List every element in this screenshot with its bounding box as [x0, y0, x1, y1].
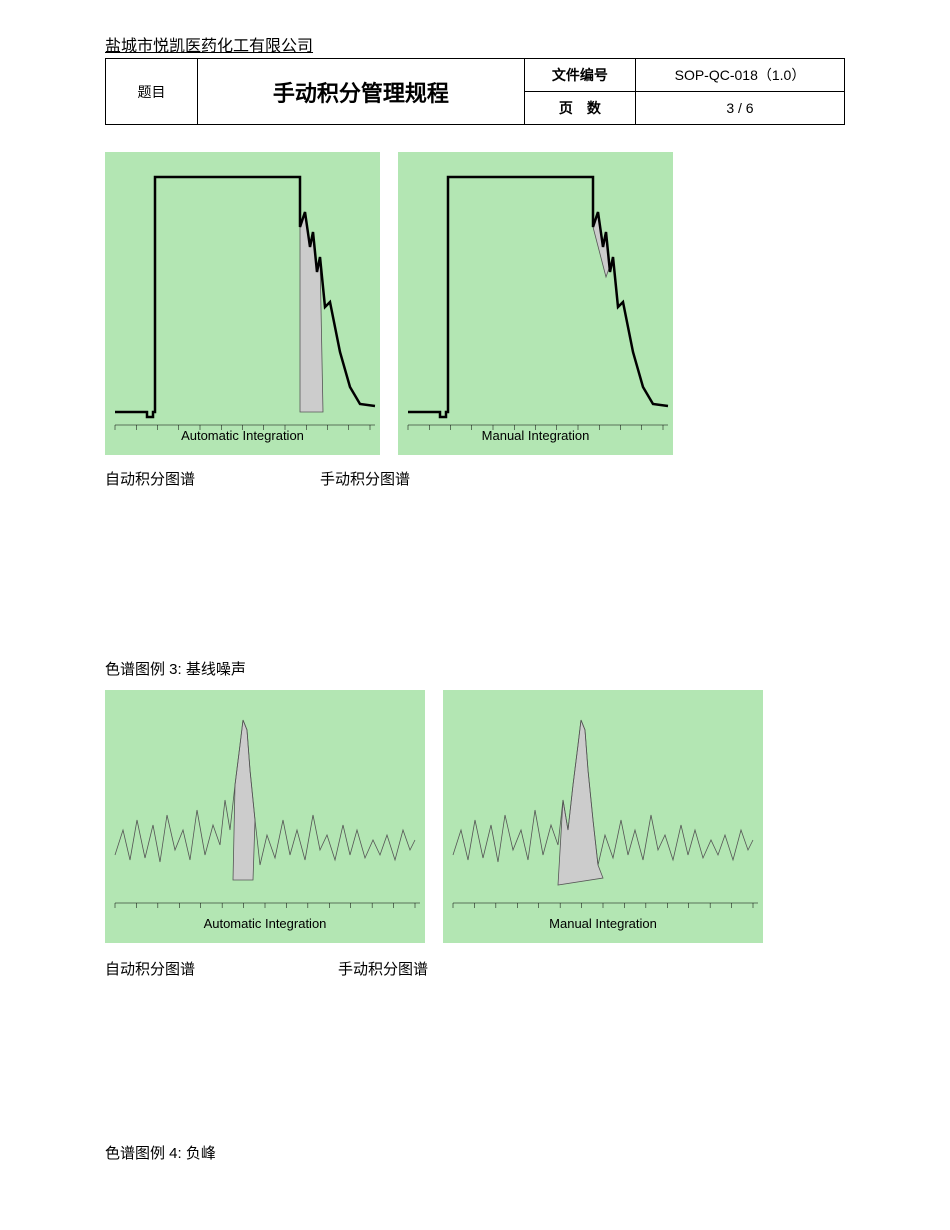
doc-no-label: 文件编号 — [524, 59, 635, 92]
caption-manual-2: 手动积分图谱 — [338, 958, 428, 979]
chart-row-2: Automatic Integration Manual Integration — [105, 690, 763, 946]
page-label: 页 数 — [524, 92, 635, 125]
chart-auto-integration-1: Automatic Integration — [105, 152, 380, 455]
chart-label: Manual Integration — [443, 916, 763, 931]
section-4-title: 色谱图例 4: 负峰 — [105, 1142, 216, 1163]
doc-title: 手动积分管理规程 — [198, 59, 525, 125]
subject-label: 题目 — [106, 59, 198, 125]
section-3-title: 色谱图例 3: 基线噪声 — [105, 658, 246, 679]
chart-manual-integration-2: Manual Integration — [443, 690, 763, 943]
chart-label: Automatic Integration — [105, 916, 425, 931]
chart-auto-integration-2: Automatic Integration — [105, 690, 425, 943]
chart-label: Automatic Integration — [105, 428, 380, 443]
page-number: 3 / 6 — [635, 92, 844, 125]
chart-manual-integration-1: Manual Integration — [398, 152, 673, 455]
company-name: 盐城市悦凯医药化工有限公司 — [105, 32, 313, 56]
document-page: 盐城市悦凯医药化工有限公司 题目 手动积分管理规程 文件编号 SOP-QC-01… — [0, 0, 950, 1230]
doc-no: SOP-QC-018（1.0） — [635, 59, 844, 92]
caption-auto-1: 自动积分图谱 — [105, 468, 195, 489]
caption-manual-1: 手动积分图谱 — [320, 468, 410, 489]
chart-row-1: Automatic Integration Manual Integration — [105, 152, 673, 458]
chart-label: Manual Integration — [398, 428, 673, 443]
caption-auto-2: 自动积分图谱 — [105, 958, 195, 979]
header-table: 题目 手动积分管理规程 文件编号 SOP-QC-018（1.0） 页 数 3 /… — [105, 58, 845, 125]
